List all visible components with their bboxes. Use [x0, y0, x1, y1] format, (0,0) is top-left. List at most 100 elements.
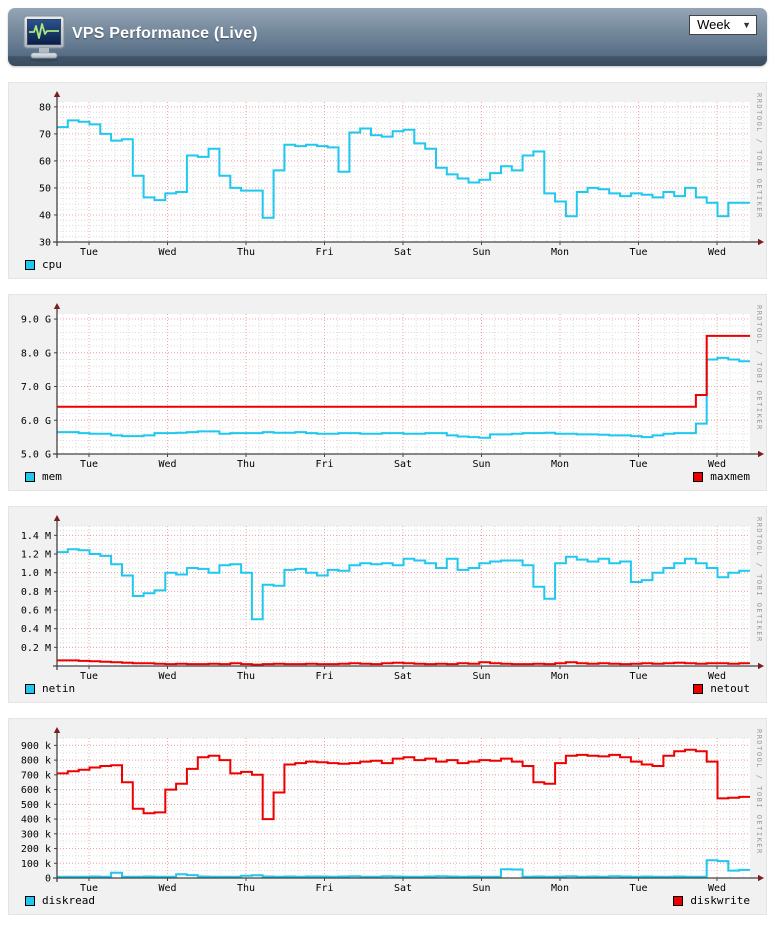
chevron-down-icon: ▼: [742, 19, 751, 30]
svg-text:Tue: Tue: [80, 883, 98, 893]
rrdtool-watermark: RRDTOOL / TOBI OETIKER: [755, 305, 763, 431]
memory-chart: 5.0 G 6.0 G 7.0 G 8.0 G 9.0 G Tue Wed Thu Fri Sat…: [21, 303, 764, 469]
netin-swatch: [25, 683, 35, 694]
cpu-chart: 30 40 50 60 70 80 Tue Wed Thu Fri Sat Sun Mon Tue Wed: [39, 91, 764, 257]
svg-text:70: 70: [39, 129, 51, 140]
svg-text:1.0 M: 1.0 M: [21, 568, 51, 579]
memory-chart-panel: 5.0 G 6.0 G 7.0 G 8.0 G 9.0 G Tue Wed Thu Fri Sat…: [8, 294, 767, 491]
diskread-swatch: [25, 895, 35, 906]
svg-text:Wed: Wed: [708, 883, 726, 893]
legend-netout: netout: [693, 682, 750, 695]
svg-text:Mon: Mon: [551, 247, 569, 257]
svg-text:Thu: Thu: [237, 247, 255, 257]
performance-monitor-icon: [21, 14, 67, 67]
svg-text:Wed: Wed: [708, 247, 726, 257]
svg-text:Tue: Tue: [629, 671, 647, 681]
legend-diskread: diskread: [25, 894, 95, 907]
svg-text:60: 60: [39, 156, 51, 167]
svg-text:Tue: Tue: [80, 671, 98, 681]
svg-text:Fri: Fri: [315, 883, 333, 893]
svg-text:800 k: 800 k: [21, 756, 51, 767]
svg-text:100 k: 100 k: [21, 859, 51, 870]
svg-text:30: 30: [39, 238, 51, 249]
svg-text:6.0 G: 6.0 G: [21, 416, 51, 427]
svg-text:400 k: 400 k: [21, 815, 51, 826]
maxmem-legend-label: maxmem: [710, 470, 750, 483]
svg-text:Wed: Wed: [158, 459, 176, 469]
legend-cpu: cpu: [25, 258, 62, 271]
mem-swatch: [25, 471, 35, 482]
svg-text:9.0 G: 9.0 G: [21, 315, 51, 326]
svg-text:Mon: Mon: [551, 883, 569, 893]
svg-text:0: 0: [45, 874, 51, 885]
svg-text:5.0 G: 5.0 G: [21, 450, 51, 461]
disk-chart: 0 100 k 200 k 300 k 400 k 500 k 600 k 700 k 800 …: [21, 727, 764, 893]
legend-maxmem: maxmem: [693, 470, 750, 483]
svg-text:Sat: Sat: [394, 883, 412, 893]
svg-text:8.0 G: 8.0 G: [21, 348, 51, 359]
svg-text:Wed: Wed: [708, 459, 726, 469]
svg-text:300 k: 300 k: [21, 829, 51, 840]
svg-text:Wed: Wed: [708, 671, 726, 681]
cpu-legend-row: cpu: [11, 257, 766, 275]
header-bar: VPS Performance (Live) Week ▼: [8, 8, 767, 66]
network-chart-panel: 0.2 M 0.4 M 0.6 M 0.8 M 1.0 M 1.2 M 1.4 M Tue We…: [8, 506, 767, 703]
svg-text:50: 50: [39, 183, 51, 194]
netout-legend-label: netout: [710, 682, 750, 695]
legend-diskwrite: diskwrite: [673, 894, 750, 907]
svg-text:Sun: Sun: [472, 671, 490, 681]
disk-legend-row: diskread diskwrite: [11, 893, 766, 911]
svg-text:Sun: Sun: [472, 247, 490, 257]
svg-text:Wed: Wed: [158, 671, 176, 681]
svg-text:Tue: Tue: [80, 459, 98, 469]
legend-netin: netin: [25, 682, 75, 695]
svg-text:1.2 M: 1.2 M: [21, 550, 51, 561]
svg-text:Tue: Tue: [629, 883, 647, 893]
svg-text:Wed: Wed: [158, 883, 176, 893]
svg-text:Fri: Fri: [315, 671, 333, 681]
svg-text:900 k: 900 k: [21, 741, 51, 752]
disk-chart-panel: 0 100 k 200 k 300 k 400 k 500 k 600 k 700 k 800 …: [8, 718, 767, 915]
svg-text:Fri: Fri: [315, 459, 333, 469]
svg-text:Tue: Tue: [629, 247, 647, 257]
diskwrite-swatch: [673, 895, 684, 906]
diskwrite-legend-label: diskwrite: [690, 894, 750, 907]
memory-legend-row: mem maxmem: [11, 469, 766, 487]
svg-text:Mon: Mon: [551, 459, 569, 469]
maxmem-swatch: [693, 471, 704, 482]
svg-text:Sat: Sat: [394, 459, 412, 469]
page-title: VPS Performance (Live): [72, 25, 258, 42]
svg-text:Sun: Sun: [472, 883, 490, 893]
svg-text:200 k: 200 k: [21, 844, 51, 855]
svg-text:40: 40: [39, 210, 51, 221]
rrdtool-watermark: RRDTOOL / TOBI OETIKER: [755, 93, 763, 219]
svg-text:1.4 M: 1.4 M: [21, 531, 51, 542]
netin-legend-label: netin: [42, 682, 76, 695]
svg-text:7.0 G: 7.0 G: [21, 382, 51, 393]
svg-text:80: 80: [39, 102, 51, 113]
svg-text:Thu: Thu: [237, 459, 255, 469]
svg-text:0.2 M: 0.2 M: [21, 643, 51, 654]
svg-text:Sat: Sat: [394, 247, 412, 257]
cpu-swatch: [25, 259, 35, 270]
svg-text:Thu: Thu: [237, 671, 255, 681]
period-select[interactable]: Week ▼: [689, 15, 757, 35]
svg-text:700 k: 700 k: [21, 770, 51, 781]
svg-text:600 k: 600 k: [21, 785, 51, 796]
svg-text:Sun: Sun: [472, 459, 490, 469]
rrdtool-watermark: RRDTOOL / TOBI OETIKER: [755, 517, 763, 643]
diskread-legend-label: diskread: [42, 894, 95, 907]
svg-text:0.6 M: 0.6 M: [21, 606, 51, 617]
svg-text:Mon: Mon: [551, 671, 569, 681]
legend-mem: mem: [25, 470, 62, 483]
mem-legend-label: mem: [42, 470, 62, 483]
svg-text:Thu: Thu: [237, 883, 255, 893]
svg-text:Sat: Sat: [394, 671, 412, 681]
svg-text:Tue: Tue: [80, 247, 98, 257]
rrdtool-watermark: RRDTOOL / TOBI OETIKER: [755, 729, 763, 855]
svg-text:Fri: Fri: [315, 247, 333, 257]
svg-text:0.4 M: 0.4 M: [21, 624, 51, 635]
cpu-chart-panel: 30 40 50 60 70 80 Tue Wed Thu Fri Sat Sun Mon Tue Wed …: [8, 82, 767, 279]
svg-text:Wed: Wed: [158, 247, 176, 257]
svg-text:500 k: 500 k: [21, 800, 51, 811]
